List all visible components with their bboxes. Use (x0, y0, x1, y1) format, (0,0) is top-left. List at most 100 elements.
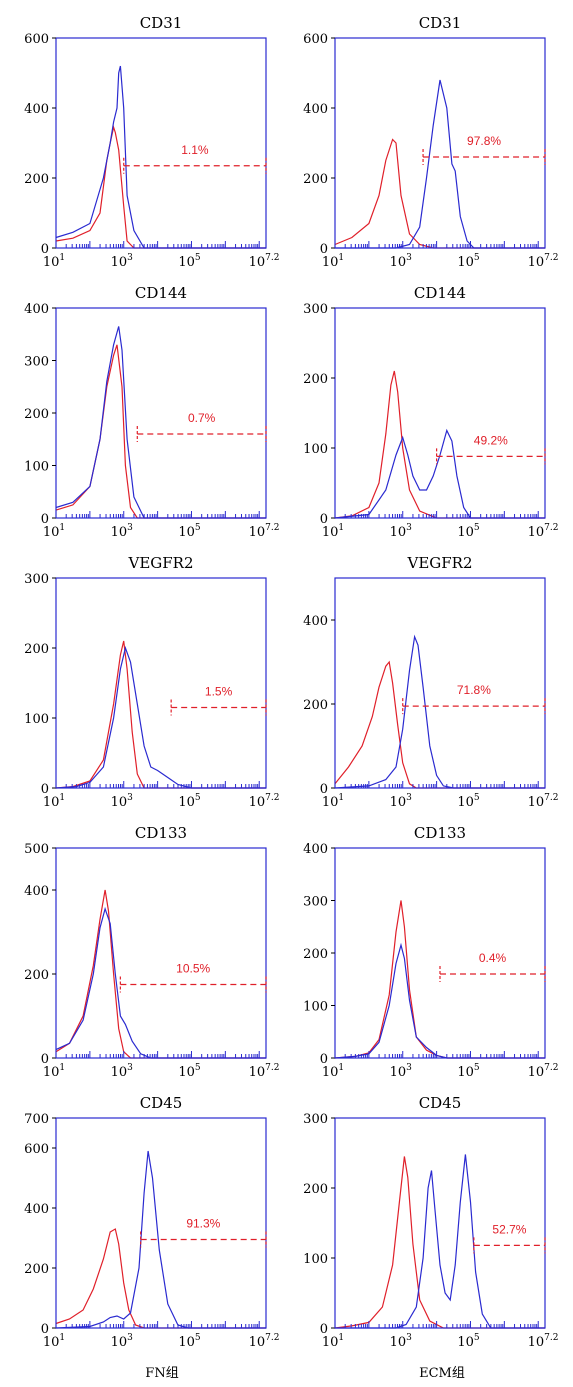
y-tick-label: 200 (24, 407, 49, 422)
y-tick-label: 100 (303, 442, 328, 457)
x-tick-label: 101 (322, 1063, 344, 1080)
y-tick-label: 400 (24, 102, 49, 117)
y-tick-label: 0 (41, 1322, 49, 1337)
footer-right-label: ECM组 (419, 1366, 465, 1381)
histogram-curve (335, 1154, 545, 1329)
y-tick-label: 300 (24, 572, 49, 587)
histogram-curve (55, 889, 266, 1059)
x-tick-label: 105 (178, 1333, 201, 1350)
footer-left-label: FN组 (145, 1366, 178, 1381)
x-tick-label: 101 (322, 1333, 344, 1350)
gate-percentage-label: 0.4% (479, 951, 507, 965)
y-tick-label: 300 (24, 355, 49, 370)
x-tick-label: 107.2 (249, 793, 280, 810)
gate-percentage-label: 1.1% (181, 143, 209, 157)
x-tick-label: 101 (43, 253, 65, 270)
panel-title: CD144 (135, 284, 187, 302)
histogram-curve (55, 906, 266, 1059)
y-tick-label: 700 (24, 1112, 49, 1127)
x-tick-label: 105 (457, 1333, 480, 1350)
x-tick-label: 103 (111, 1063, 134, 1080)
gate-percentage-label: 10.5% (176, 962, 210, 976)
histogram-curve (334, 1156, 545, 1329)
x-tick-label: 101 (43, 1333, 65, 1350)
x-tick-label: 107.2 (249, 253, 280, 270)
panel-title: CD45 (140, 1094, 183, 1112)
panel-title: VEGFR2 (127, 554, 193, 572)
histogram-panel: CD133 10.5% 0 200 400 500 101 103 105 107.2 (24, 824, 279, 1080)
histogram-panel: CD45 52.7% 0 100 200 300 101 103 105 107.2 (303, 1094, 558, 1350)
x-tick-label: 103 (111, 1333, 134, 1350)
y-tick-label: 0 (320, 1052, 328, 1067)
histogram-panel: VEGFR2 1.5% 0 100 200 300 101 103 105 107.2 (24, 554, 279, 810)
panel-title: CD133 (414, 824, 466, 842)
plot-frame (334, 847, 546, 1059)
histogram-curve (55, 65, 266, 249)
y-tick-label: 400 (303, 614, 328, 629)
histogram-curve (334, 428, 545, 519)
x-tick-label: 105 (457, 523, 480, 540)
y-tick-label: 0 (320, 782, 328, 797)
x-tick-label: 103 (390, 523, 413, 540)
histogram-curve (334, 660, 545, 789)
y-tick-label: 0 (41, 242, 49, 257)
x-tick-label: 105 (178, 793, 201, 810)
plot-frame (55, 307, 267, 519)
y-tick-label: 0 (320, 512, 328, 527)
histogram-panel: VEGFR2 71.8% 0 200 400 101 103 105 107.2 (303, 554, 558, 810)
histogram-panel: CD45 91.3% 0 200 400 600 700 101 103 105 107.2 (24, 1094, 279, 1350)
x-tick-label: 107.2 (528, 253, 559, 270)
x-tick-label: 101 (43, 1063, 65, 1080)
x-tick-label: 105 (178, 253, 201, 270)
x-tick-label: 103 (390, 1333, 413, 1350)
panel-title: CD31 (140, 14, 183, 32)
x-tick-label: 101 (43, 523, 65, 540)
gate-percentage-label: 52.7% (492, 1222, 526, 1236)
y-tick-label: 0 (41, 1052, 49, 1067)
plot-frame (55, 37, 267, 249)
x-tick-label: 105 (457, 1063, 480, 1080)
y-tick-label: 0 (41, 512, 49, 527)
y-tick-label: 600 (24, 32, 49, 47)
histogram-panel: CD144 0.7% 0 100 200 300 400 101 103 105 107.2 (24, 284, 279, 540)
x-tick-label: 107.2 (528, 1333, 559, 1350)
y-tick-label: 400 (303, 102, 328, 117)
y-tick-label: 0 (320, 242, 328, 257)
panel-title: CD31 (419, 14, 462, 32)
y-tick-label: 500 (24, 842, 49, 857)
panel-title: CD144 (414, 284, 466, 302)
y-tick-label: 200 (303, 1182, 328, 1197)
y-tick-label: 300 (303, 895, 328, 910)
x-tick-label: 101 (43, 793, 65, 810)
plot-frame (334, 37, 546, 249)
x-tick-label: 101 (322, 523, 344, 540)
histogram-curve (55, 1150, 266, 1329)
histogram-curve (55, 326, 266, 519)
x-tick-label: 103 (111, 523, 134, 540)
x-tick-label: 103 (390, 253, 413, 270)
y-tick-label: 100 (24, 460, 49, 475)
histogram-curve (335, 79, 545, 249)
y-tick-label: 200 (303, 698, 328, 713)
histogram-curve (334, 138, 545, 249)
panel-title: CD45 (419, 1094, 462, 1112)
x-tick-label: 107.2 (528, 523, 559, 540)
x-tick-label: 105 (178, 523, 201, 540)
y-tick-label: 300 (303, 302, 328, 317)
x-tick-label: 103 (111, 793, 134, 810)
x-tick-label: 103 (111, 253, 134, 270)
panel-title: CD133 (135, 824, 187, 842)
y-tick-label: 600 (24, 1142, 49, 1157)
y-tick-label: 400 (24, 302, 49, 317)
histogram-curve (334, 900, 545, 1059)
y-tick-label: 100 (303, 1000, 328, 1015)
histogram-curve (55, 645, 266, 789)
y-tick-label: 100 (24, 712, 49, 727)
histogram-panel: CD31 1.1% 0 200 400 600 101 103 105 107.2 (24, 14, 279, 270)
x-tick-label: 107.2 (249, 1333, 280, 1350)
y-tick-label: 200 (303, 947, 328, 962)
x-tick-label: 103 (390, 1063, 413, 1080)
histogram-curve (55, 344, 266, 519)
y-tick-label: 400 (303, 842, 328, 857)
